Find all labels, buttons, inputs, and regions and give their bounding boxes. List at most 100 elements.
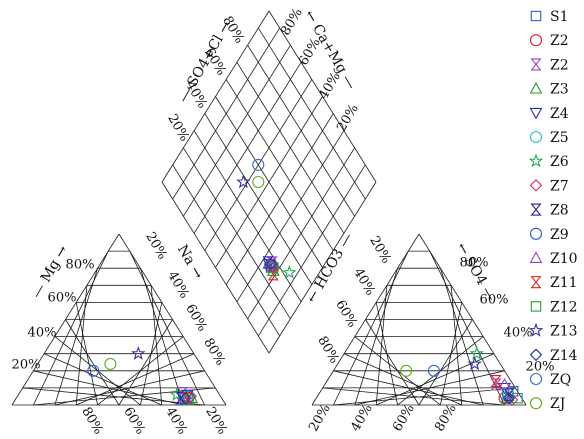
cation-gridline [54,336,141,406]
diamond-camg-tick: 80% [278,6,305,39]
diamond-grid [161,10,377,354]
anion-gridline [365,319,420,406]
anion-hco3-tick: 60% [332,298,359,331]
diamond-gridline [193,62,302,234]
anion-point-12 [512,392,523,404]
cation-na-tick: 60% [182,302,209,335]
legend-label-1: Z2 [550,33,569,49]
diamond-point-14 [264,257,278,271]
cation-gridline [150,285,163,406]
cation-gridline [65,319,120,406]
cation-gridline [43,353,162,406]
diamond-camg-tick: 20% [334,102,361,135]
cation-gridline [22,387,205,406]
diamond-gridline [236,62,345,234]
cation-gridline [140,268,184,406]
anion-point-15 [427,364,441,377]
cation-point-14 [179,391,192,405]
diamond-gridline [257,27,366,200]
anion-bottom-tick: 20% [306,402,333,435]
legend-label-11: Z11 [550,275,578,291]
legend-marker-15 [529,372,543,386]
cation-triangle-grid [11,233,227,406]
legend-marker-14 [529,348,543,362]
cation-bottom-tick: 40% [162,405,189,438]
anion-point-13 [467,356,482,371]
anion-point-6 [469,345,485,360]
diamond-gridline [247,44,355,217]
anion-gridline [450,285,463,406]
anion-hco3-tick: 40% [350,266,377,299]
diamond-point-13 [236,174,251,189]
legend: S1 Z2 Z2 Z3 Z4 Z5 Z6 Z7 Z8 Z9 Z10 Z11 Z12 Z13 Z14 ZQ ZJ [528,9,578,412]
anion-so4-tick: 60% [480,293,509,308]
anion-gridline [322,387,505,406]
diamond-point-16 [252,175,265,189]
legend-label-4: Z4 [550,106,569,122]
anion-point-16 [400,364,413,377]
diamond-gridline [225,79,334,251]
legend-marker-5 [529,130,543,144]
cation-mg-tick: 20% [12,358,41,373]
cation-na-tick: 20% [142,230,169,263]
legend-marker-2 [530,58,542,71]
so4-axis-label: ← SO4 — [453,240,499,304]
anion-hco3-tick: 20% [366,234,393,267]
cation-mg-tick: 60% [48,291,77,306]
cation-bottom-tick: 20% [202,405,229,438]
legend-label-14: Z14 [550,348,578,364]
cation-gridline [140,302,163,406]
legend-label-15: ZQ [550,372,571,388]
cation-mg-tick: 40% [28,326,57,341]
cation-gridline [129,250,205,406]
anion-so4-tick: 20% [526,360,555,375]
legend-marker-3 [529,81,543,94]
anion-gridline [440,268,484,406]
data-markers [87,158,523,407]
diamond-point-6 [282,264,297,279]
legend-label-9: Z9 [550,227,569,243]
anion-gridline [333,370,484,406]
diamond-so4cl-tick: 20% [164,112,191,145]
legend-label-5: Z5 [550,130,569,146]
legend-marker-0 [530,10,542,22]
legend-marker-1 [529,34,543,47]
legend-label-8: Z8 [550,203,569,219]
legend-marker-13 [528,322,544,337]
legend-label-2: Z2 [550,57,569,73]
cation-bottom-tick: 80% [78,405,105,438]
legend-label-6: Z6 [550,154,569,170]
cation-gridline [118,319,173,406]
legend-marker-16 [529,397,543,410]
legend-label-13: Z13 [550,324,578,340]
anion-triangle-grid [311,233,527,406]
anion-bottom-tick: 40% [348,402,375,435]
legend-marker-7 [529,179,543,192]
cation-na-tick: 80% [200,336,227,369]
legend-marker-9 [529,227,543,240]
cation-mg-tick: 80% [66,258,95,273]
legend-marker-6 [528,153,544,168]
legend-marker-8 [530,203,542,216]
legend-label-10: Z10 [550,251,578,267]
diamond-gridline [215,96,323,268]
anion-bottom-tick: 80% [432,402,459,435]
diamond-point-15 [252,158,265,171]
anion-point-11 [490,375,502,388]
cation-point-13 [130,345,146,360]
legend-label-3: Z3 [550,82,569,98]
anion-bottom-tick: 60% [390,402,417,435]
diamond-point-11 [267,268,279,281]
legend-label-7: Z7 [550,178,569,194]
diamond-gridline [172,27,281,200]
diamond-point-8 [262,256,274,269]
legend-marker-4 [529,107,543,120]
cation-point-16 [104,357,117,371]
anion-so4-tick: 80% [460,256,489,271]
legend-label-0: S1 [550,9,569,25]
anion-gridline [440,302,463,406]
anion-gridline [418,319,473,406]
anion-hco3-tick: 80% [314,334,341,367]
legend-label-12: Z12 [550,299,578,315]
